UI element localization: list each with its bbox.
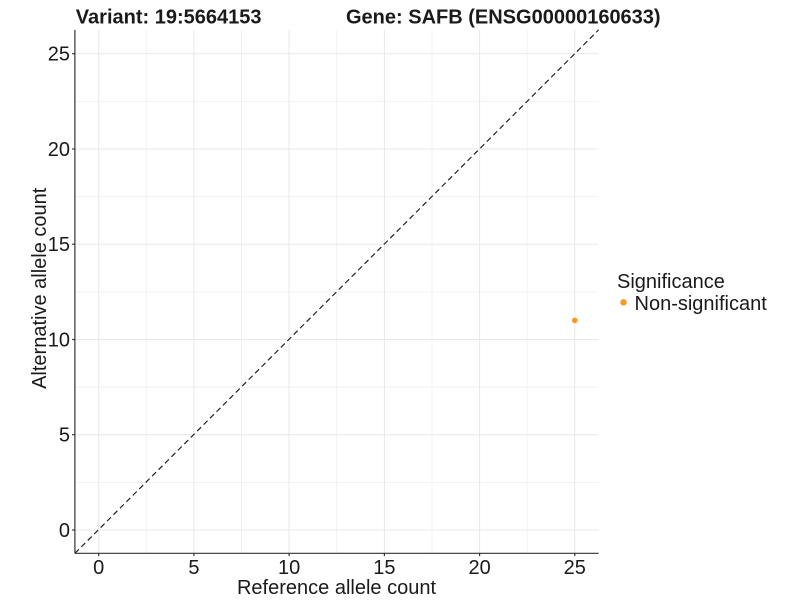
svg-text:20: 20 (48, 139, 70, 161)
svg-text:5: 5 (59, 425, 70, 447)
svg-text:5: 5 (188, 557, 199, 579)
svg-text:Gene: SAFB (ENSG00000160633): Gene: SAFB (ENSG00000160633) (346, 6, 661, 28)
svg-text:15: 15 (48, 234, 70, 256)
svg-text:0: 0 (93, 557, 104, 579)
svg-text:25: 25 (564, 557, 586, 579)
svg-text:10: 10 (48, 330, 70, 352)
svg-text:Alternative allele count: Alternative allele count (29, 187, 51, 389)
svg-text:Variant: 19:5664153: Variant: 19:5664153 (76, 6, 262, 28)
svg-text:10: 10 (278, 557, 300, 579)
svg-text:Non-significant: Non-significant (635, 293, 768, 315)
svg-text:Reference allele count: Reference allele count (237, 577, 436, 599)
svg-text:0: 0 (59, 520, 70, 542)
svg-text:20: 20 (468, 557, 490, 579)
svg-text:Significance: Significance (617, 271, 725, 293)
svg-text:15: 15 (373, 557, 395, 579)
svg-text:25: 25 (48, 44, 70, 66)
